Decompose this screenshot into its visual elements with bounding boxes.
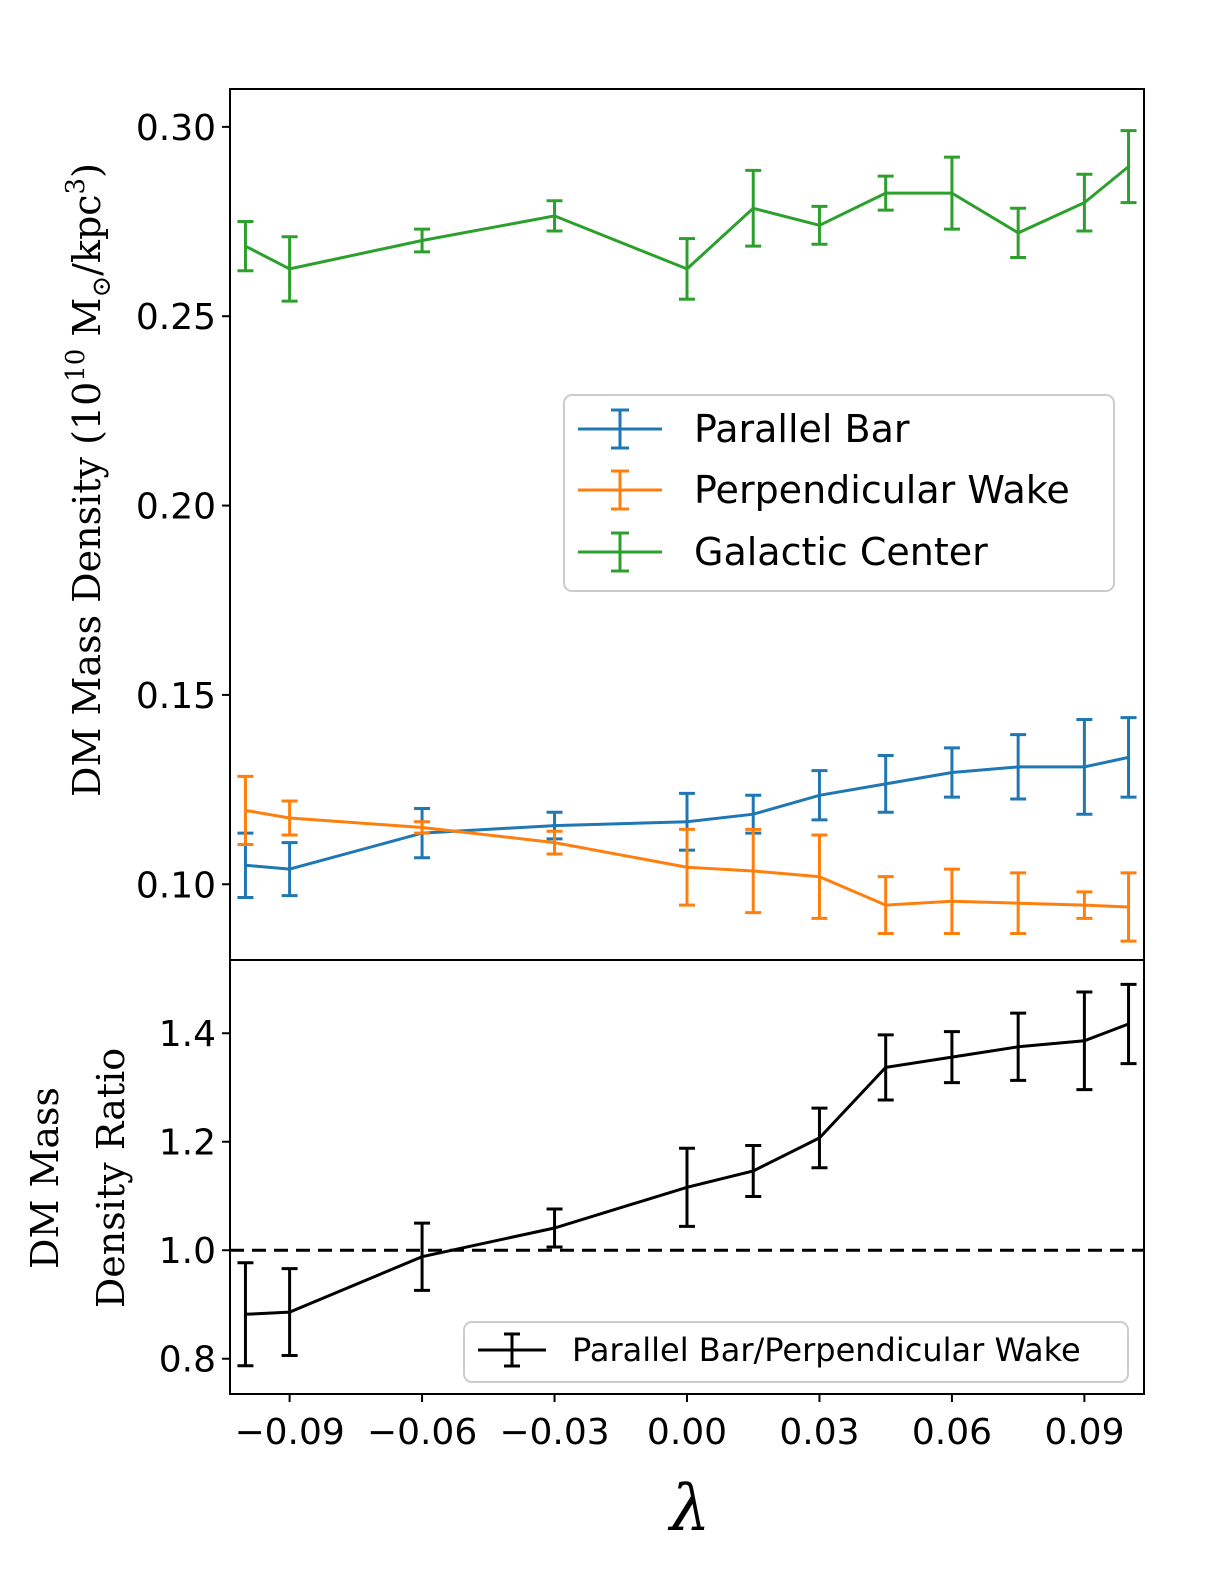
data-point-perpendicular-wake-0 [243,808,247,812]
data-point-galactic-center-9 [1016,231,1020,235]
data-point-parallel-bar-8 [950,771,954,775]
data-point-parallel-bar-perpendicular-wake-1 [288,1310,292,1314]
data-point-parallel-bar-6 [817,793,821,797]
data-point-parallel-bar-0 [243,863,247,867]
data-point-parallel-bar-perpendicular-wake-2 [420,1255,424,1259]
data-point-galactic-center-5 [751,206,755,210]
data-point-parallel-bar-11 [1127,755,1131,759]
data-point-parallel-bar-5 [751,812,755,816]
data-point-parallel-bar-9 [1016,765,1020,769]
data-point-galactic-center-8 [950,191,954,195]
legend-entry-perpendicular-wake: Perpendicular Wake [578,468,1070,512]
data-point-parallel-bar-perpendicular-wake-3 [553,1226,557,1230]
legend-entry-galactic-center: Galactic Center [578,530,988,574]
data-point-parallel-bar-perpendicular-wake-7 [884,1065,888,1069]
bottom-y-tick-label-0: 0.8 [159,1340,216,1381]
legend-label-parallel-bar: Parallel Bar [694,407,910,451]
bottom-y-axis-title-line1: DM Mass [23,1087,67,1269]
top-legend: Parallel Bar Perpendicular Wake Galactic… [563,394,1115,592]
top-legend-box [563,394,1115,592]
bottom-legend-box [463,1321,1129,1383]
legend-label-galactic-center: Galactic Center [694,530,988,574]
bottom-y-tick-label-2: 1.2 [159,1123,216,1164]
data-point-parallel-bar-perpendicular-wake-11 [1127,1022,1131,1026]
series-line-galactic-center [244,165,1130,271]
top-y-ticks: 0.10 0.15 0.20 0.25 0.30 [136,108,230,906]
bottom-y-tick-label-3: 1.4 [159,1014,216,1055]
data-point-perpendicular-wake-7 [884,903,888,907]
x-tick-label-1: −0.06 [367,1412,477,1453]
data-point-perpendicular-wake-11 [1127,905,1131,909]
data-point-galactic-center-7 [884,191,888,195]
x-tick-label-3: 0.00 [647,1412,727,1453]
data-point-perpendicular-wake-4 [685,865,689,869]
data-point-galactic-center-0 [243,244,247,248]
bottom-x-ticks: −0.09 −0.06 −0.03 0.00 0.03 0.06 0.09 [234,1394,1124,1453]
bottom-y-ticks: 0.8 1.0 1.2 1.4 [159,1014,230,1381]
data-point-perpendicular-wake-3 [553,841,557,845]
data-point-parallel-bar-perpendicular-wake-5 [751,1169,755,1173]
bottom-series-group [237,982,1137,1368]
data-point-parallel-bar-4 [685,820,689,824]
top-panel: 0.10 0.15 0.20 0.25 0.30 DM Mass Density (10… [61,88,1145,961]
x-tick-label-6: 0.09 [1044,1412,1124,1453]
data-point-parallel-bar-10 [1082,765,1086,769]
series-line-parallel-bar-perpendicular-wake [245,1022,1130,1316]
data-point-parallel-bar-perpendicular-wake-0 [243,1312,247,1316]
x-tick-label-0: −0.09 [234,1412,344,1453]
series-line-perpendicular-wake [245,808,1129,909]
legend-entry-parallel-bar: Parallel Bar [578,407,910,451]
data-point-parallel-bar-perpendicular-wake-9 [1016,1045,1020,1049]
data-point-galactic-center-10 [1082,201,1086,205]
legend-label-perpendicular-wake: Perpendicular Wake [694,468,1070,512]
data-point-perpendicular-wake-1 [288,816,292,820]
data-point-perpendicular-wake-6 [817,875,821,879]
x-axis-title: λ [667,1472,711,1546]
data-point-parallel-bar-perpendicular-wake-8 [950,1055,954,1059]
data-point-perpendicular-wake-5 [751,869,755,873]
x-tick-label-2: −0.03 [499,1412,609,1453]
x-tick-label-5: 0.06 [912,1412,992,1453]
data-point-parallel-bar-3 [553,824,557,828]
top-y-tick-label-3: 0.25 [136,297,216,338]
data-point-parallel-bar-perpendicular-wake-6 [817,1136,821,1140]
data-point-parallel-bar-perpendicular-wake-10 [1082,1039,1086,1043]
data-point-galactic-center-6 [817,223,821,227]
data-point-galactic-center-4 [685,267,689,271]
data-point-parallel-bar-7 [884,782,888,786]
bottom-panel: 0.8 1.0 1.2 1.4 −0.09 −0.06 −0.03 0.00 0.03 0.06… [23,959,1145,1546]
data-point-perpendicular-wake-10 [1082,903,1086,907]
top-y-tick-label-1: 0.15 [136,676,216,717]
data-point-galactic-center-11 [1127,165,1131,169]
top-y-tick-label-2: 0.20 [136,487,216,528]
legend-label-ratio: Parallel Bar/Perpendicular Wake [572,1331,1081,1369]
top-y-axis-title: DM Mass Density (1010 M⊙/kpc3) [61,163,117,797]
bottom-plot-frame [229,959,1145,1395]
data-point-perpendicular-wake-8 [950,899,954,903]
data-point-galactic-center-3 [553,214,557,218]
data-point-parallel-bar-perpendicular-wake-4 [685,1185,689,1189]
bottom-y-axis-title-line2: Density Ratio [89,1048,133,1308]
bottom-y-tick-label-1: 1.0 [159,1231,216,1272]
data-point-galactic-center-2 [420,238,424,242]
data-point-parallel-bar-1 [288,867,292,871]
data-point-galactic-center-1 [288,267,292,271]
bottom-legend: Parallel Bar/Perpendicular Wake [463,1321,1129,1383]
data-point-perpendicular-wake-2 [420,825,424,829]
top-y-tick-label-0: 0.10 [136,865,216,906]
x-tick-label-4: 0.03 [779,1412,859,1453]
series-line-parallel-bar [245,755,1129,871]
top-series-group [237,129,1137,943]
data-point-perpendicular-wake-9 [1016,901,1020,905]
top-y-tick-label-4: 0.30 [136,108,216,149]
